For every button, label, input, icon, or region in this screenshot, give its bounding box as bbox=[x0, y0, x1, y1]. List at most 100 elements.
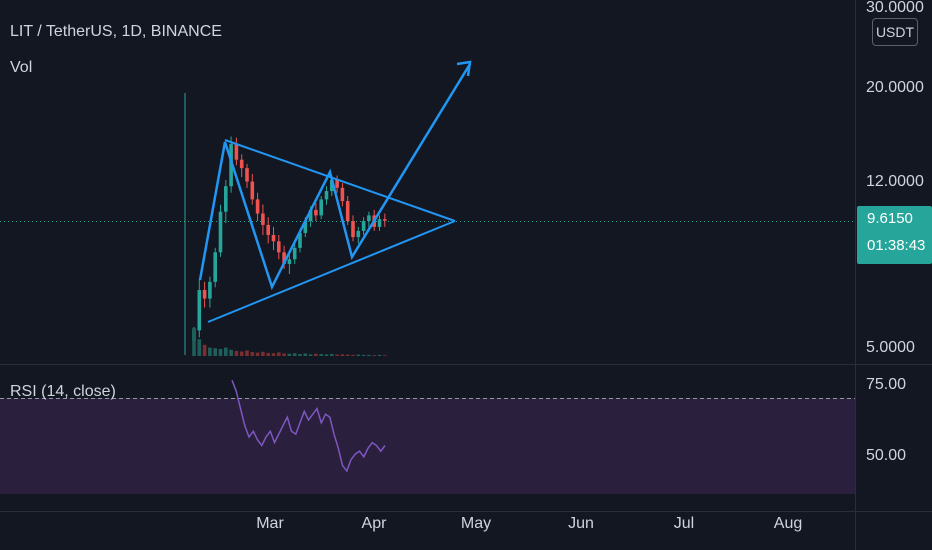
candle-body bbox=[250, 181, 255, 200]
volume-bar bbox=[192, 328, 196, 356]
arrow-head bbox=[456, 60, 472, 77]
volume-bar bbox=[239, 351, 244, 356]
candle-body bbox=[308, 209, 313, 222]
volume-bar bbox=[292, 353, 297, 356]
candle-body bbox=[197, 290, 202, 331]
volume-bar bbox=[202, 344, 207, 356]
candle-body bbox=[287, 259, 292, 265]
volume-bar bbox=[361, 354, 366, 356]
volume-bar bbox=[250, 352, 255, 356]
volume-bar bbox=[356, 354, 361, 356]
volume-bar bbox=[377, 354, 382, 356]
volume-bar bbox=[282, 353, 286, 356]
candle-body bbox=[319, 199, 323, 216]
candle-body bbox=[377, 219, 382, 227]
bar-countdown: 01:38:43 bbox=[857, 232, 932, 264]
candle-body bbox=[213, 252, 217, 282]
volume-bar bbox=[255, 352, 260, 356]
volume-bar bbox=[303, 353, 308, 356]
time-tick-may: May bbox=[461, 515, 491, 532]
price-tick-12: 12.0000 bbox=[866, 173, 924, 190]
candle-body bbox=[340, 187, 345, 202]
candle-body bbox=[335, 180, 339, 188]
time-tick-apr: Apr bbox=[362, 515, 388, 532]
volume-bar bbox=[314, 353, 318, 356]
volume-bar bbox=[266, 352, 270, 356]
candle-body bbox=[298, 232, 302, 248]
volume-bar bbox=[330, 354, 334, 356]
zigzag-projection-line[interactable] bbox=[198, 63, 472, 291]
candle-body bbox=[282, 252, 286, 265]
volume-legend[interactable]: Vol bbox=[10, 59, 33, 76]
rsi-tick-50: 50.00 bbox=[866, 447, 906, 464]
volume-bar bbox=[340, 354, 345, 356]
price-tick-top: 30.0000 bbox=[866, 0, 924, 16]
candle-body bbox=[367, 215, 371, 222]
volume-bar bbox=[367, 354, 371, 356]
volume-bar bbox=[335, 354, 339, 356]
pattern-drawings[interactable] bbox=[198, 60, 472, 323]
volume-bar bbox=[351, 354, 355, 356]
time-tick-jul: Jul bbox=[674, 515, 694, 532]
volume-bar bbox=[319, 354, 323, 356]
candle-body bbox=[255, 199, 260, 214]
candle-body bbox=[383, 219, 387, 221]
volume-bar bbox=[208, 347, 212, 356]
volume-bar bbox=[197, 339, 202, 356]
triangle-upper-trendline[interactable] bbox=[224, 139, 456, 222]
volume-bar bbox=[324, 354, 329, 356]
volume-bar bbox=[218, 349, 223, 356]
current-price-tag: 9.6150 bbox=[857, 206, 932, 232]
candle-body bbox=[245, 168, 249, 182]
currency-badge[interactable]: USDT bbox=[872, 18, 918, 46]
candle-body bbox=[239, 159, 244, 169]
candle-body bbox=[345, 201, 350, 222]
candle-body bbox=[261, 213, 265, 225]
candle-body bbox=[208, 281, 212, 299]
candle-body bbox=[218, 211, 223, 253]
rsi-tick-75: 75.00 bbox=[866, 376, 906, 393]
price-tick-20: 20.0000 bbox=[866, 79, 924, 96]
rsi-band bbox=[0, 398, 855, 494]
candle-body bbox=[303, 221, 308, 233]
candle-body bbox=[277, 241, 281, 253]
triangle-lower-trendline[interactable] bbox=[207, 220, 456, 323]
candle-body bbox=[229, 143, 233, 187]
volume-bar bbox=[345, 354, 350, 356]
volume-bar bbox=[372, 355, 376, 356]
volume-bar bbox=[245, 350, 249, 356]
volume-bar bbox=[229, 349, 233, 356]
rsi-line bbox=[231, 379, 386, 473]
candle-body bbox=[324, 191, 329, 200]
candle-body bbox=[330, 180, 334, 192]
volume-bar bbox=[261, 351, 265, 356]
time-tick-mar: Mar bbox=[256, 515, 284, 532]
time-tick-aug: Aug bbox=[774, 515, 802, 532]
volume-bar bbox=[271, 353, 276, 356]
candle-body bbox=[361, 221, 366, 231]
volume-bar bbox=[308, 354, 313, 356]
volume-bar bbox=[298, 354, 302, 356]
candle-body bbox=[202, 290, 207, 299]
volume-bar bbox=[287, 353, 292, 356]
candle-body bbox=[266, 224, 270, 235]
volume-bar bbox=[383, 355, 387, 356]
candles-group bbox=[192, 136, 387, 345]
candle-body bbox=[224, 186, 228, 212]
volume-bar bbox=[234, 350, 239, 356]
candle-body bbox=[271, 234, 276, 242]
price-tick-5: 5.0000 bbox=[866, 339, 915, 356]
volume-bar bbox=[224, 347, 228, 356]
candle-body bbox=[234, 143, 239, 160]
volume-bar bbox=[213, 348, 217, 356]
candle-body bbox=[356, 230, 361, 238]
candle-body bbox=[292, 247, 297, 260]
candle-body bbox=[351, 221, 355, 238]
candle-body bbox=[314, 209, 318, 216]
rsi-legend[interactable]: RSI (14, close) bbox=[10, 383, 116, 400]
symbol-title[interactable]: LIT / TetherUS, 1D, BINANCE bbox=[10, 23, 222, 40]
volume-bars-group bbox=[192, 328, 387, 356]
volume-bar bbox=[277, 352, 281, 356]
time-tick-jun: Jun bbox=[568, 515, 594, 532]
